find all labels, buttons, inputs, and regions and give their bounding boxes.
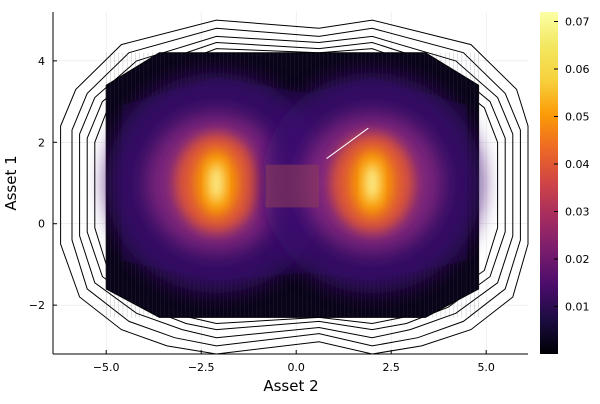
colorbar-gradient [540,12,558,354]
heatmap-surface [105,52,483,318]
x-axis-label: Asset 2 [263,377,318,395]
x-tick-label: 2.5 [382,361,400,374]
colorbar-tick-label: 0.07 [565,16,590,29]
x-tick-label: 5.0 [477,361,495,374]
colorbar-tick-label: 0.01 [565,301,590,314]
heat-plateau [265,164,319,208]
heat-streak [326,127,369,159]
contour-line [79,35,514,339]
heat-peak [365,163,380,203]
x-ticks: −5.0 −2.5 0.0 2.5 5.0 [93,350,495,374]
colorbar-tick-label: 0.04 [565,158,590,171]
x-tick-label: −5.0 [93,361,120,374]
y-ticks: −2 0 2 4 [29,55,57,312]
y-tick-label: 0 [38,218,45,231]
axes [52,12,528,355]
y-tick-label: 2 [38,136,45,149]
colorbar-tick-label: 0.03 [565,206,590,219]
heat-peak [209,163,224,203]
x-tick-label: −2.5 [188,361,215,374]
x-tick-label: 0.0 [287,361,305,374]
colorbar-tick-label: 0.06 [565,63,590,76]
colorbar-ticks: 0.01 0.02 0.03 0.04 0.05 0.06 0.07 [554,16,590,314]
colorbar-tick-label: 0.05 [565,111,590,124]
contour-line [71,27,521,347]
colorbar: 0.01 0.02 0.03 0.04 0.05 0.06 0.07 [540,12,590,354]
colorbar-tick-label: 0.02 [565,253,590,266]
y-tick-label: −2 [29,299,45,312]
y-axis-label: Asset 1 [2,155,20,210]
y-tick-label: 4 [38,55,45,68]
contour-line [60,19,529,355]
